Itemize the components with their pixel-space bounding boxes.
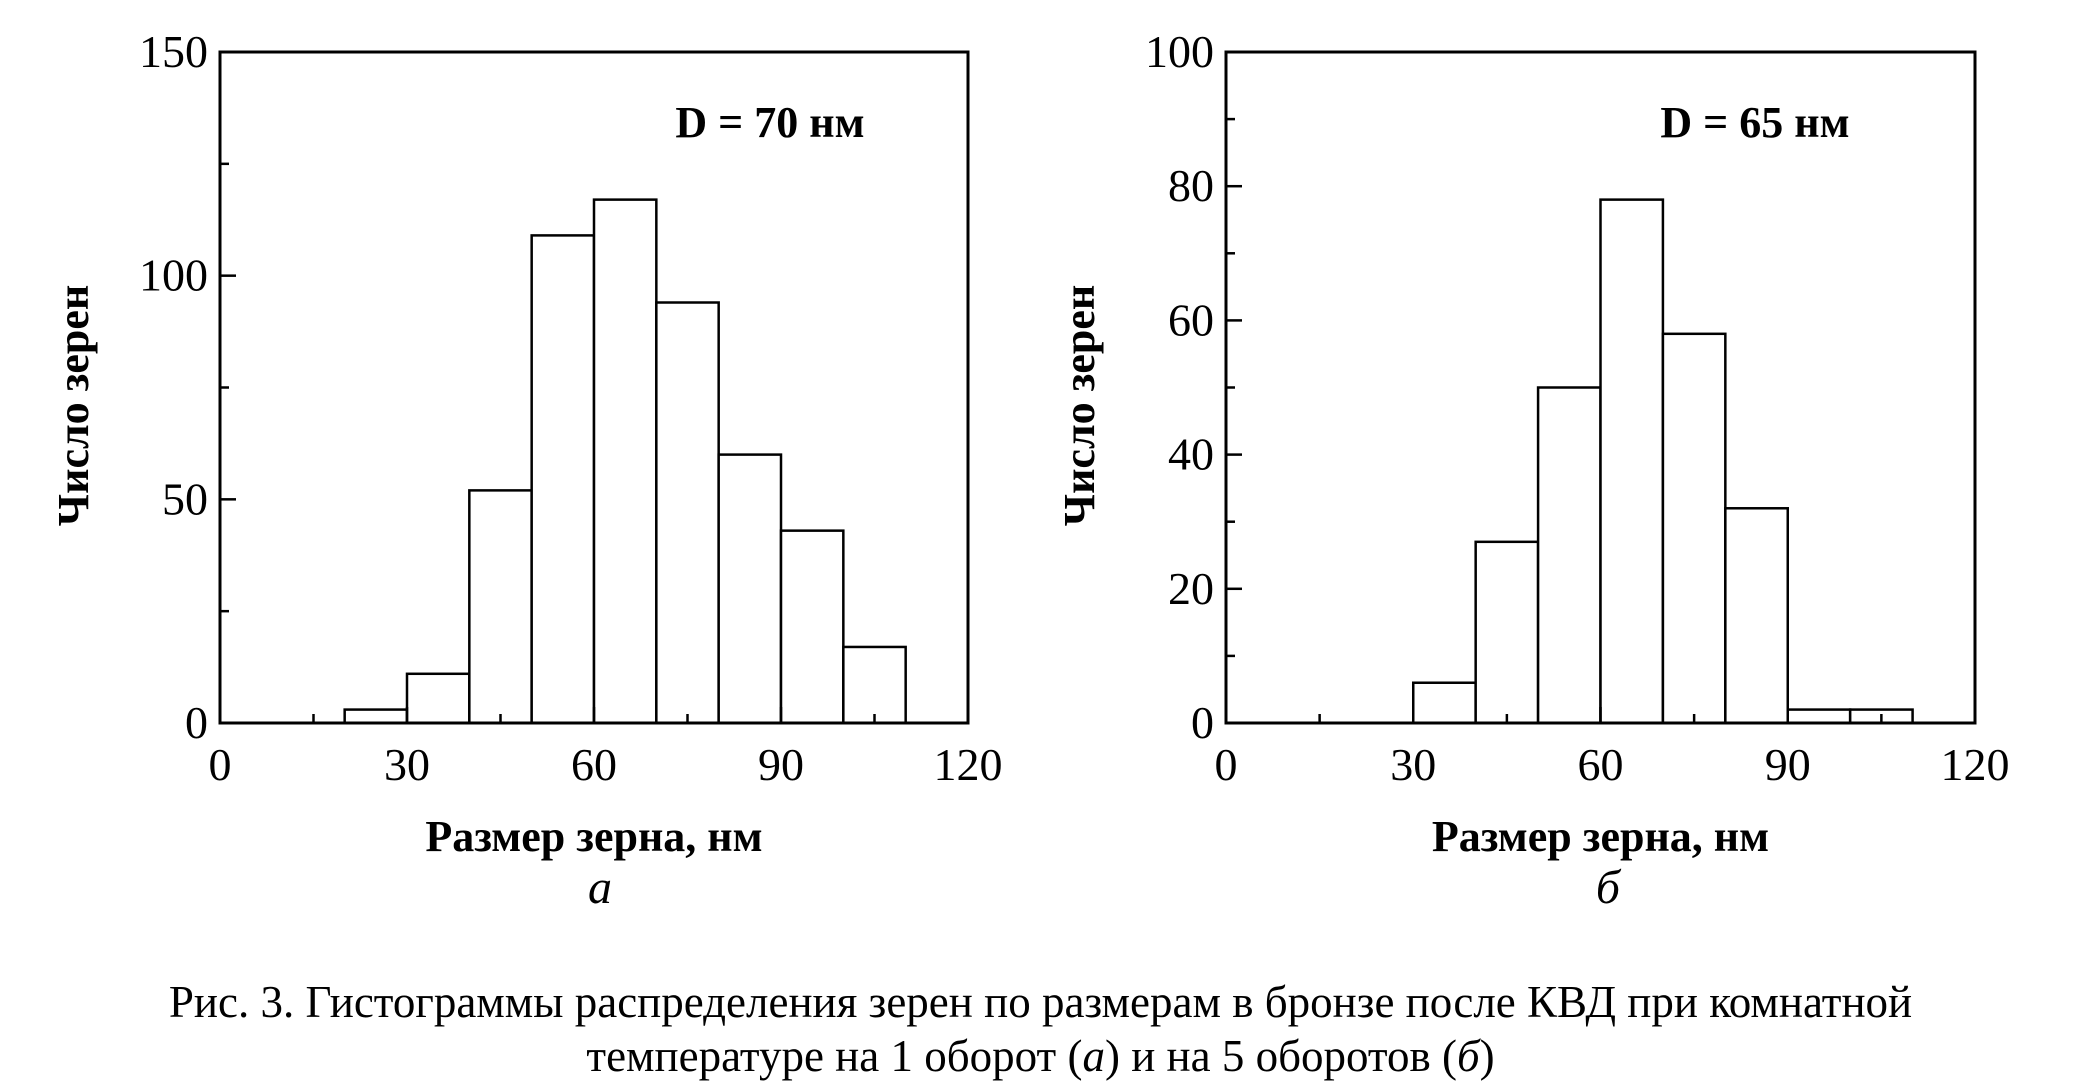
y-tick-label: 80 (1168, 160, 1214, 211)
histogram-bar (1661, 332, 1727, 725)
mean-size-annotation: D = 65 нм (1660, 98, 1849, 147)
panel-label: а (588, 861, 612, 914)
figure-caption: Рис. 3. Гистограммы распределения зерен … (0, 975, 2081, 1083)
histogram-bar (592, 198, 658, 725)
histogram-bar (842, 645, 907, 725)
histogram-bar (1599, 198, 1665, 725)
x-tick-label: 90 (758, 739, 804, 790)
histogram-bar (655, 301, 720, 725)
x-tick-label: 0 (209, 739, 232, 790)
histogram-bar (1536, 386, 1602, 725)
x-tick-label: 0 (1215, 739, 1238, 790)
caption-line-2: температуре на 1 оборот (а) и на 5 оборо… (586, 1031, 1495, 1081)
y-tick-label: 60 (1168, 294, 1214, 345)
y-tick-label: 50 (162, 473, 208, 524)
y-tick-label: 100 (1145, 26, 1214, 77)
x-tick-label: 60 (571, 739, 617, 790)
histogram-bar (468, 489, 533, 725)
x-axis-label: Размер зерна, нм (425, 812, 762, 861)
x-tick-label: 90 (1765, 739, 1811, 790)
x-tick-label: 60 (1578, 739, 1624, 790)
x-tick-label: 120 (934, 739, 1003, 790)
y-tick-label: 0 (185, 697, 208, 748)
mean-size-annotation: D = 70 нм (675, 98, 864, 147)
histogram-bar (1724, 507, 1790, 725)
caption-line-1: Рис. 3. Гистограммы распределения зерен … (168, 977, 1913, 1027)
x-tick-label: 30 (384, 739, 430, 790)
y-tick-label: 150 (139, 26, 208, 77)
histogram-bar (1412, 681, 1477, 725)
x-tick-label: 30 (1390, 739, 1436, 790)
y-tick-label: 100 (139, 250, 208, 301)
y-axis-label: Число зерен (49, 285, 98, 526)
y-tick-label: 0 (1191, 697, 1214, 748)
x-tick-label: 120 (1941, 739, 2010, 790)
x-axis-label: Размер зерна, нм (1432, 812, 1769, 861)
chart-panel-1: 0 30 60 90 120 0 50 100 150 Размер зерна, нм Число… (49, 26, 1003, 914)
histogram-bar (343, 708, 409, 725)
y-axis-label: Число зерен (1055, 285, 1104, 526)
histogram-bar (779, 529, 845, 725)
histogram-bar (530, 234, 596, 725)
histogram-bar (1474, 540, 1540, 725)
histogram-bar (717, 453, 783, 725)
y-tick-label: 40 (1168, 429, 1214, 480)
histogram-bar (1786, 708, 1852, 725)
panel-label: б (1596, 861, 1622, 914)
histogram-bar (405, 672, 471, 725)
y-tick-label: 20 (1168, 563, 1214, 614)
chart-panel-2: 0 30 60 90 120 0 20 40 60 80 100 Размер зерна, нм Чи… (1055, 26, 2010, 914)
